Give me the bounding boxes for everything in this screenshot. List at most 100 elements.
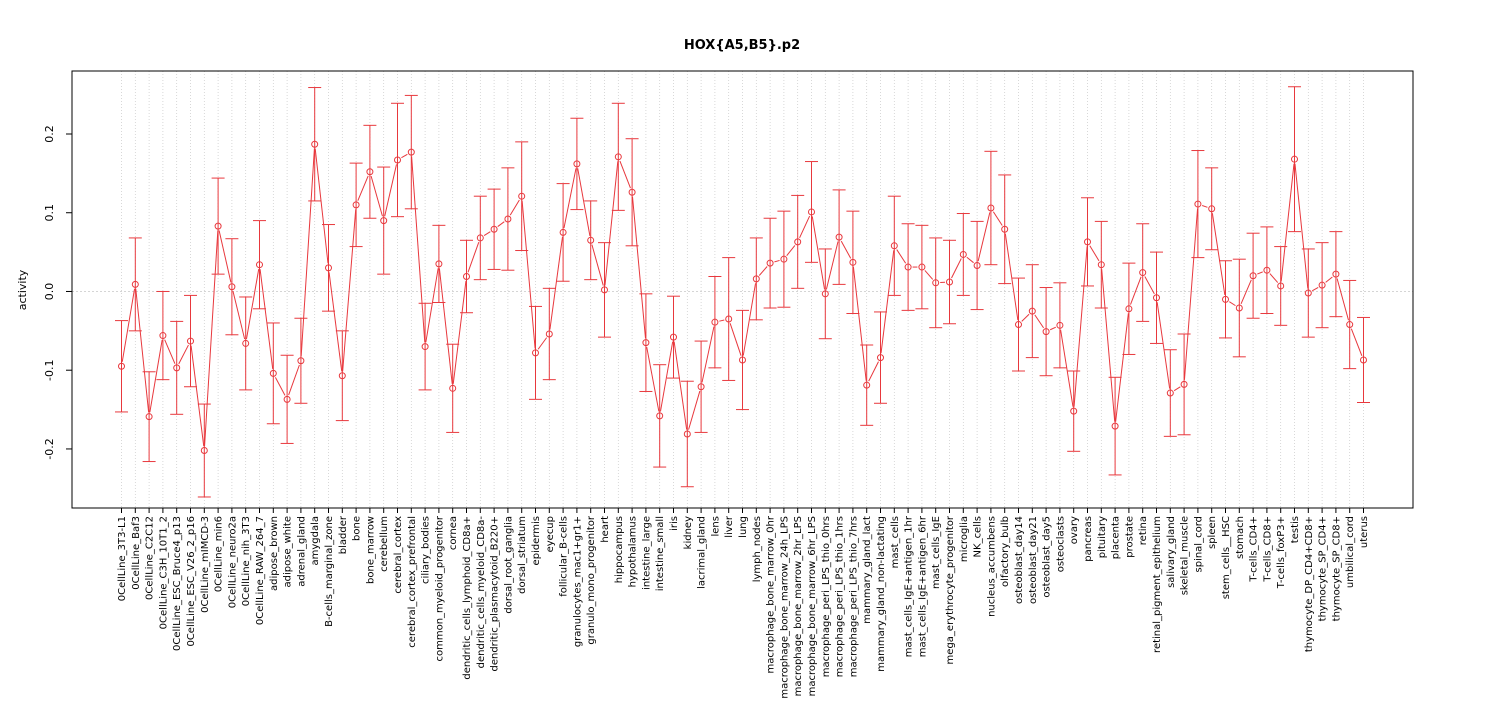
series-segment (605, 161, 618, 285)
x-tick-label: macrophage_peri_LPS_thio_7hrs (848, 516, 859, 677)
x-tick-label: mammary_gland_lact (862, 516, 873, 624)
series-segment (759, 267, 767, 276)
series-segment (275, 377, 285, 395)
series-segment (1270, 274, 1278, 283)
x-tick-label: amygdala (310, 516, 321, 566)
x-tick-label: 0CellLine_C3H_10T1_2 (158, 516, 169, 629)
series-segment (510, 200, 519, 215)
x-tick-label: cerebellum (379, 516, 390, 572)
x-tick-label: common_myeloid_progenitor (434, 515, 445, 661)
x-tick-label: T-cells_foxP3+ (1276, 516, 1287, 589)
y-axis: -0.2-0.10.00.10.2 (43, 125, 72, 459)
x-tick-label: cornea (448, 516, 459, 550)
series-segment (343, 209, 356, 371)
x-tick-label: intestine_small (655, 516, 666, 591)
series-segment (246, 269, 258, 339)
series-segment (1257, 272, 1262, 274)
series-segment (136, 289, 149, 412)
x-tick-label: nucleus_accumbens (986, 516, 997, 617)
series-segment (633, 197, 646, 338)
series-segment (1351, 329, 1362, 356)
series-segment (620, 161, 631, 188)
series-segment (1295, 164, 1308, 289)
x-tick-label: dorsal_root_ganglia (503, 516, 514, 614)
series-segment (993, 212, 1002, 226)
series-segment (812, 216, 824, 289)
x-tick-label: stem_cells__HSC (1221, 516, 1232, 599)
series-segment (774, 260, 779, 261)
series-segment (869, 362, 879, 382)
series-segment (1174, 387, 1180, 391)
series-segment (897, 250, 906, 264)
x-tick-label: mast_cells_IgE+antigen_1hr (904, 515, 915, 657)
x-tick-label: prostate (1124, 516, 1135, 558)
series-segment (689, 391, 700, 430)
x-tick-label: eyecup (545, 516, 556, 552)
x-tick-label: mast_cells (890, 516, 901, 568)
series-segment (205, 231, 218, 446)
y-tick-label: 0.0 (43, 283, 56, 301)
series-segment (647, 347, 659, 411)
x-tick-label: ovary (1069, 516, 1080, 544)
series-segment (1090, 246, 1099, 261)
series-segment (952, 258, 962, 278)
x-tick-label: dorsal_striatum (517, 516, 528, 594)
y-axis-label: activity (16, 269, 29, 310)
y-tick-label: 0.1 (43, 204, 56, 222)
x-tick-label: testis (1290, 516, 1301, 543)
x-tick-label: placenta (1111, 516, 1122, 559)
x-tick-label: 0CellLine_mIMCD-3 (200, 516, 211, 613)
x-tick-label: bone_marrow (365, 516, 376, 584)
x-tick-label: epidermis (531, 516, 542, 565)
x-tick-label: NK_cells (973, 516, 984, 557)
series-segment (426, 268, 438, 342)
x-tick-label: dendritic_cells_lymphoid_CD8a+ (462, 516, 473, 680)
x-tick-label: spleen (1207, 516, 1218, 549)
series-segment (329, 272, 342, 371)
x-tick-label: 0CellLine_3T3-L1 (117, 516, 128, 601)
series-segment (787, 245, 795, 255)
x-tick-label: mega_erythrocyte_progenitor (945, 515, 956, 664)
series-segment (1102, 269, 1115, 421)
series-segment (1337, 278, 1348, 320)
x-tick-label: lung (738, 516, 749, 538)
series-segment (233, 291, 245, 339)
x-tick-label: macrophage_peri_LPS_thio_0hrs (821, 516, 832, 677)
series-segment (1035, 315, 1044, 328)
x-tick-label: adrenal_gland (296, 516, 307, 587)
x-tick-label: bladder (338, 515, 349, 554)
series-segment (315, 149, 328, 264)
series-segment (1131, 277, 1142, 305)
x-tick-label: iris (669, 516, 680, 531)
series-segment (1184, 209, 1197, 380)
x-tick-label: dendritic_plasmacytoid_B220+ (490, 516, 501, 672)
series-segment (1326, 277, 1333, 282)
series-segment (401, 154, 407, 157)
series-segment (179, 345, 189, 364)
series-segment (150, 340, 162, 412)
series-segment (260, 269, 273, 369)
x-tick-label: T-cells_CD8+ (1262, 516, 1273, 583)
x-tick-label: hippocampus (614, 516, 625, 583)
series-segment (578, 168, 590, 236)
x-tick-label: heart (600, 516, 611, 543)
series-segment (719, 320, 724, 321)
x-tick-label: uterus (1359, 516, 1370, 548)
x-tick-label: 0CellLine_min6 (214, 516, 225, 592)
x-tick-label: microglia (959, 516, 970, 562)
plot-frame (72, 71, 1413, 508)
x-tick-label: macrophage_bone_marrow_2hr_LPS (793, 516, 804, 696)
x-tick-label: stomach (1235, 516, 1246, 559)
y-tick-label: -0.1 (43, 359, 56, 380)
series-segment (1050, 327, 1056, 330)
x-tick-label: macrophage_bone_marrow_24h_LPS (779, 516, 790, 699)
series-segment (412, 157, 425, 343)
series-segment (498, 222, 505, 227)
x-tick-label: granulo_mono_progenitor (586, 515, 597, 644)
x-tick-label: 0CellLine_ESC_V26_2_p16 (186, 516, 197, 647)
x-tick-label: 0CellLine_Baf3 (131, 516, 142, 590)
x-tick-label: retinal_pigment_epithelium (1152, 516, 1163, 653)
series-segment (371, 176, 382, 216)
series-segment (702, 327, 714, 383)
x-tick-label: lymph_nodes (752, 516, 763, 582)
